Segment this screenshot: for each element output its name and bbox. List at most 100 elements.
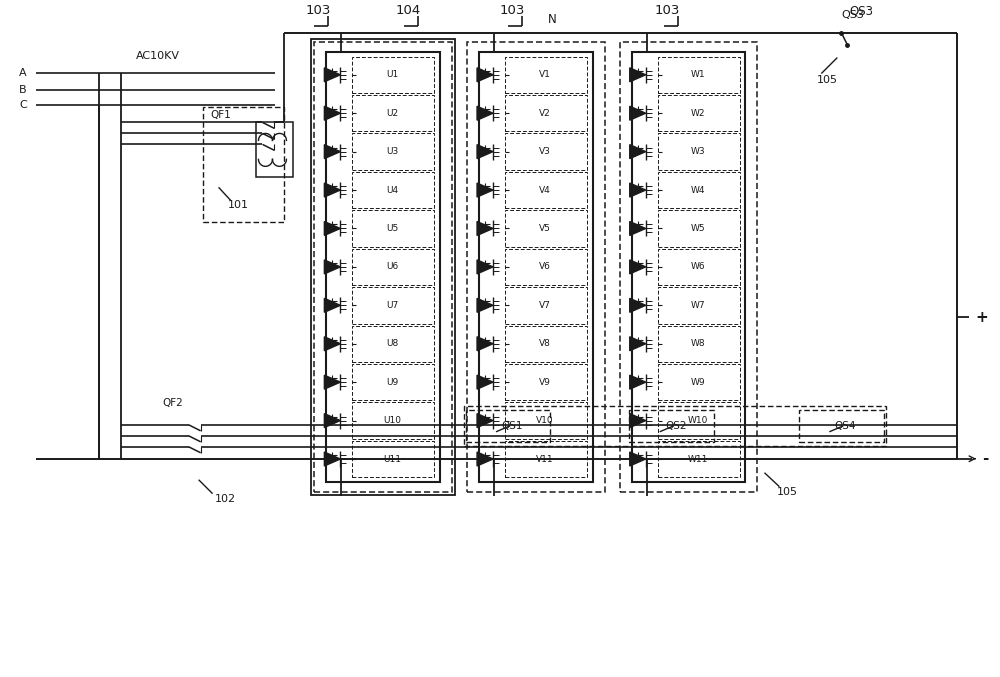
Polygon shape — [477, 106, 493, 121]
Bar — [658, 211, 740, 246]
Text: W10: W10 — [687, 416, 708, 425]
Text: W8: W8 — [690, 339, 705, 348]
Polygon shape — [477, 336, 493, 351]
Polygon shape — [324, 336, 340, 351]
Polygon shape — [630, 183, 646, 197]
Text: W7: W7 — [690, 301, 705, 310]
Polygon shape — [477, 299, 493, 312]
Bar — [505, 57, 587, 93]
Text: W4: W4 — [690, 185, 705, 194]
Bar — [352, 133, 434, 170]
Text: V11: V11 — [536, 454, 554, 464]
Polygon shape — [630, 221, 646, 236]
Text: V2: V2 — [539, 109, 551, 118]
Text: V4: V4 — [539, 185, 551, 194]
Polygon shape — [477, 375, 493, 389]
Bar — [505, 402, 587, 439]
Polygon shape — [324, 260, 340, 274]
Polygon shape — [630, 452, 646, 466]
Bar — [629, 410, 714, 442]
Bar — [658, 287, 740, 324]
Bar — [799, 410, 884, 442]
Bar — [505, 248, 587, 285]
Bar — [505, 211, 587, 246]
Text: V3: V3 — [539, 147, 551, 156]
Bar — [505, 287, 587, 324]
Text: V9: V9 — [539, 378, 551, 387]
Polygon shape — [630, 375, 646, 389]
Polygon shape — [477, 414, 493, 428]
Bar — [505, 364, 587, 400]
Polygon shape — [477, 68, 493, 82]
Text: QS4: QS4 — [835, 421, 856, 431]
Text: U5: U5 — [386, 224, 398, 233]
Text: QF2: QF2 — [163, 398, 183, 408]
Bar — [467, 41, 605, 492]
Bar — [352, 364, 434, 400]
Text: W1: W1 — [690, 70, 705, 79]
Text: U10: U10 — [383, 416, 401, 425]
Text: QS3: QS3 — [842, 9, 865, 20]
Polygon shape — [477, 260, 493, 274]
Polygon shape — [324, 221, 340, 236]
Text: V8: V8 — [539, 339, 551, 348]
Text: V6: V6 — [539, 263, 551, 271]
Text: 103: 103 — [499, 4, 525, 17]
Text: U8: U8 — [386, 339, 398, 348]
Bar — [326, 51, 440, 482]
Polygon shape — [630, 68, 646, 82]
Text: 105: 105 — [777, 487, 798, 497]
Text: 101: 101 — [228, 200, 249, 211]
Polygon shape — [630, 106, 646, 121]
Text: V5: V5 — [539, 224, 551, 233]
Text: W11: W11 — [687, 454, 708, 464]
Bar — [352, 402, 434, 439]
Bar — [352, 287, 434, 324]
Text: U11: U11 — [383, 454, 401, 464]
Text: A: A — [19, 68, 27, 78]
Bar — [658, 172, 740, 209]
Bar — [658, 364, 740, 400]
Polygon shape — [477, 183, 493, 197]
Bar — [658, 441, 740, 477]
Text: 105: 105 — [817, 74, 838, 85]
Polygon shape — [630, 145, 646, 158]
Polygon shape — [477, 145, 493, 158]
Bar — [203, 108, 284, 222]
Bar — [352, 326, 434, 362]
Bar — [658, 95, 740, 131]
Text: +: + — [976, 309, 988, 324]
Text: U6: U6 — [386, 263, 398, 271]
Bar — [314, 41, 452, 492]
Bar — [658, 57, 740, 93]
Bar — [658, 133, 740, 170]
Text: N: N — [548, 13, 556, 26]
Bar — [505, 441, 587, 477]
Bar — [352, 441, 434, 477]
Bar — [352, 57, 434, 93]
Bar — [256, 123, 293, 177]
Text: V10: V10 — [536, 416, 554, 425]
Polygon shape — [477, 221, 493, 236]
Bar — [505, 95, 587, 131]
Bar — [620, 41, 757, 492]
Bar — [352, 211, 434, 246]
Polygon shape — [324, 68, 340, 82]
Polygon shape — [324, 106, 340, 121]
Polygon shape — [630, 336, 646, 351]
Text: W2: W2 — [690, 109, 705, 118]
Text: W5: W5 — [690, 224, 705, 233]
Text: V1: V1 — [539, 70, 551, 79]
Text: U9: U9 — [386, 378, 398, 387]
Bar — [352, 172, 434, 209]
Text: W3: W3 — [690, 147, 705, 156]
Bar — [466, 410, 550, 442]
Text: U3: U3 — [386, 147, 398, 156]
Polygon shape — [630, 260, 646, 274]
Polygon shape — [324, 375, 340, 389]
Bar — [505, 172, 587, 209]
Text: B: B — [19, 85, 27, 95]
Bar — [658, 402, 740, 439]
Text: 103: 103 — [655, 4, 680, 17]
Bar — [658, 248, 740, 285]
